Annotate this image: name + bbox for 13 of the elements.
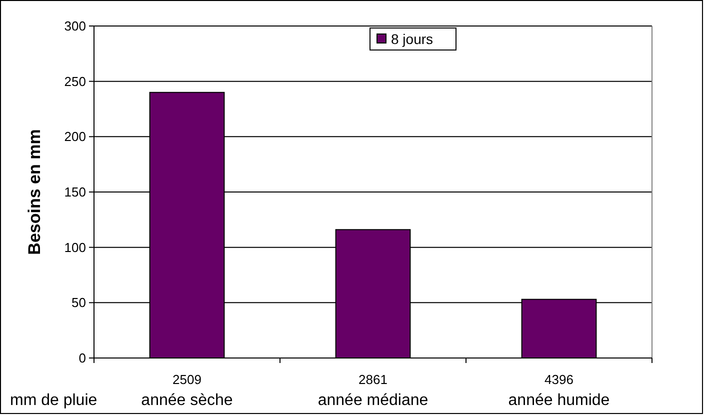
y-tick-label: 200: [64, 129, 86, 144]
y-axis-title: Besoins en mm: [25, 129, 44, 255]
x-tick-label: 2509 année sèche: [141, 372, 233, 409]
y-tick-label: 100: [64, 240, 86, 255]
y-tick-label: 0: [78, 350, 86, 366]
legend-label: 8 jours: [391, 31, 434, 47]
x-axis-title: mm de pluie: [10, 392, 98, 409]
x-tick-label: 2861 année médiane: [318, 372, 428, 409]
y-tick-label: 50: [72, 295, 86, 310]
y-tick-label: 300: [64, 18, 86, 34]
x-tick-label: 4396 année humide: [508, 372, 610, 409]
y-tick-label: 250: [64, 74, 86, 89]
y-tick-label: 150: [64, 184, 86, 200]
